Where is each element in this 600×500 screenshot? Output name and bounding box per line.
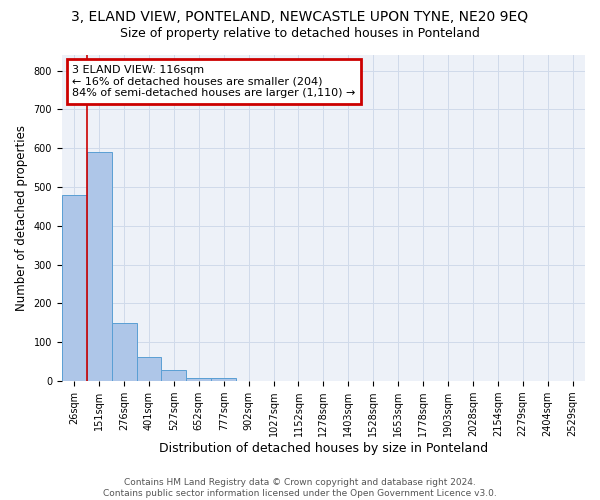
Text: 3 ELAND VIEW: 116sqm
← 16% of detached houses are smaller (204)
84% of semi-deta: 3 ELAND VIEW: 116sqm ← 16% of detached h… (72, 65, 356, 98)
Bar (137, 356, 161, 381)
Bar (211, 378, 236, 381)
Text: Contains HM Land Registry data © Crown copyright and database right 2024.
Contai: Contains HM Land Registry data © Crown c… (103, 478, 497, 498)
Bar (86, 152, 112, 381)
Bar (112, 323, 137, 381)
X-axis label: Distribution of detached houses by size in Ponteland: Distribution of detached houses by size … (159, 442, 488, 455)
Bar (187, 378, 211, 381)
Bar (161, 370, 187, 381)
Y-axis label: Number of detached properties: Number of detached properties (15, 125, 28, 311)
Text: Size of property relative to detached houses in Ponteland: Size of property relative to detached ho… (120, 28, 480, 40)
Bar (62, 195, 86, 381)
Text: 3, ELAND VIEW, PONTELAND, NEWCASTLE UPON TYNE, NE20 9EQ: 3, ELAND VIEW, PONTELAND, NEWCASTLE UPON… (71, 10, 529, 24)
